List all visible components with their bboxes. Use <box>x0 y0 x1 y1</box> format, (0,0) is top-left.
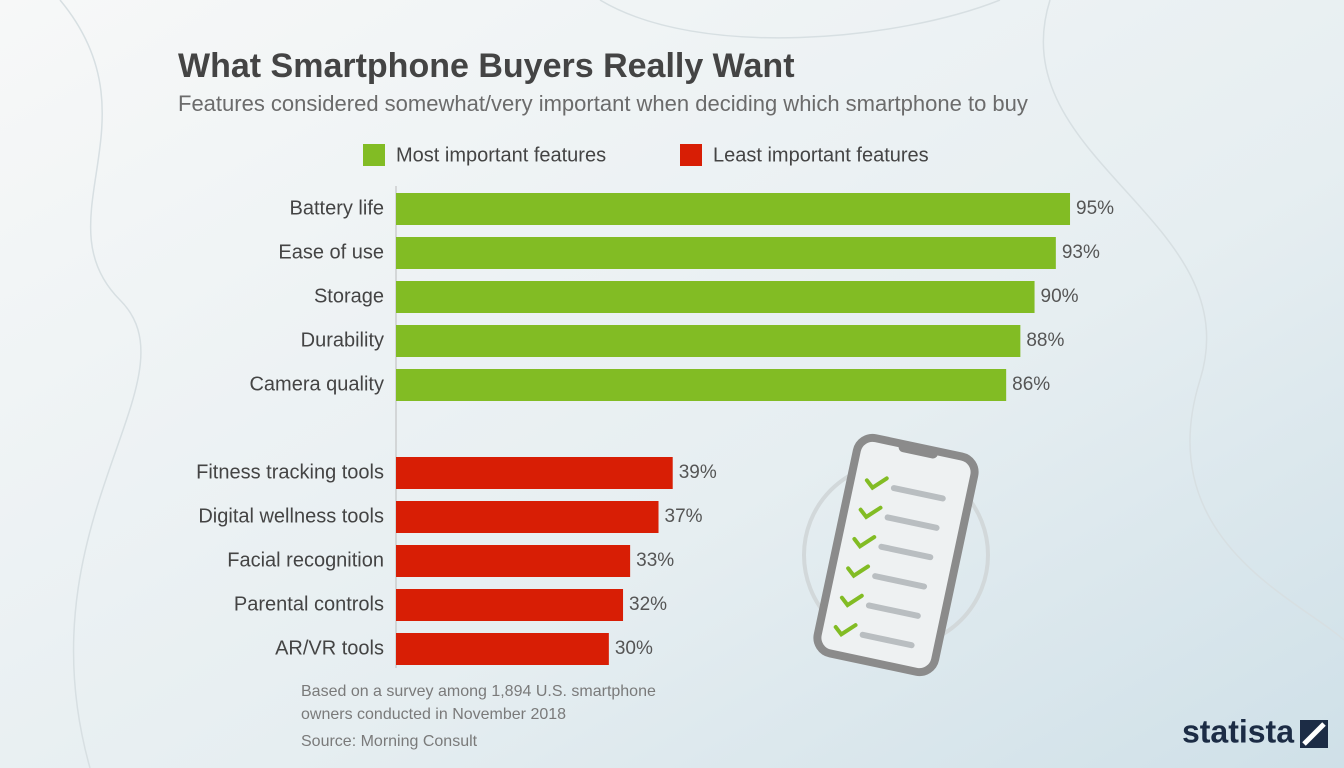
note: owners conducted in November 2018 <box>301 706 566 723</box>
brand-logo: statista <box>1182 713 1294 749</box>
legend-swatch <box>680 144 702 166</box>
value-label: 33% <box>636 550 674 571</box>
phone-illustration <box>802 433 990 677</box>
category-label: Durability <box>301 329 384 351</box>
value-label: 95% <box>1076 198 1114 219</box>
bar <box>396 501 659 533</box>
background-curves <box>59 0 1344 768</box>
category-label: Ease of use <box>278 241 384 263</box>
legend-swatch <box>363 144 385 166</box>
value-label: 30% <box>615 638 653 659</box>
chart-subtitle: Features considered somewhat/very import… <box>178 91 1028 116</box>
bar <box>396 369 1007 401</box>
brand-icon-stripe <box>1302 722 1326 746</box>
source: Source: Morning Consult <box>301 733 478 750</box>
bar <box>396 325 1021 357</box>
category-label: Fitness tracking tools <box>196 461 384 483</box>
category-label: Camera quality <box>249 373 384 395</box>
bar <box>396 633 609 665</box>
value-label: 32% <box>629 594 667 615</box>
value-label: 90% <box>1041 286 1079 307</box>
category-label: AR/VR tools <box>275 637 384 659</box>
bar <box>396 193 1071 225</box>
legend-label: Most important features <box>396 144 606 166</box>
category-label: Digital wellness tools <box>198 505 384 527</box>
chart-title: What Smartphone Buyers Really Want <box>178 47 795 85</box>
bar <box>396 457 673 489</box>
bar <box>396 281 1035 313</box>
value-label: 39% <box>679 462 717 483</box>
legend-label: Least important features <box>713 144 929 166</box>
bar <box>396 237 1056 269</box>
bar <box>396 545 631 577</box>
category-label: Storage <box>314 285 384 307</box>
category-label: Facial recognition <box>227 549 384 571</box>
category-label: Battery life <box>290 197 384 219</box>
value-label: 93% <box>1062 242 1100 263</box>
value-label: 37% <box>665 506 703 527</box>
note: Based on a survey among 1,894 U.S. smart… <box>301 683 656 700</box>
value-label: 86% <box>1012 374 1050 395</box>
value-label: 88% <box>1026 330 1064 351</box>
bar <box>396 589 624 621</box>
category-label: Parental controls <box>234 593 384 615</box>
